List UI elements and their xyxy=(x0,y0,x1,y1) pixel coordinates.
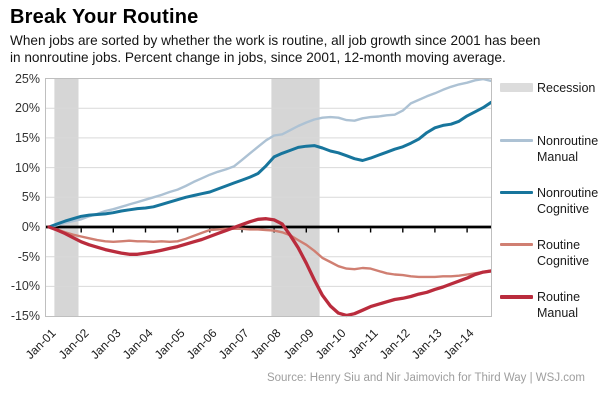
x-tick-label: Jan-14 xyxy=(441,326,478,362)
legend-item-routine-manual: Routine Manual xyxy=(500,289,598,321)
legend-label: Nonroutine Manual xyxy=(537,134,599,164)
legend-label: Recession xyxy=(537,81,596,95)
legend-item-routine-cognitive: Routine Cognitive xyxy=(500,237,598,269)
y-tick-label: 0% xyxy=(21,220,40,234)
y-tick-label: 25% xyxy=(14,71,40,86)
x-tick-label: Jan-02 xyxy=(55,326,92,362)
nonroutine-cognitive-swatch xyxy=(500,191,533,194)
x-tick-label: Jan-12 xyxy=(376,326,413,362)
legend-label: Routine Cognitive xyxy=(537,238,590,268)
recession-swatch xyxy=(500,83,533,92)
x-tick-label: Jan-03 xyxy=(87,326,124,362)
x-tick-label: Jan-06 xyxy=(183,326,220,362)
legend-label: Routine Manual xyxy=(537,290,581,320)
series-line-routine-cognitive xyxy=(47,225,492,279)
y-tick-label: -5% xyxy=(17,249,40,264)
legend-label: Nonroutine Cognitive xyxy=(537,186,599,216)
x-tick-label: Jan-08 xyxy=(248,326,285,362)
routine-cognitive-swatch xyxy=(500,243,533,246)
source-line: Source: Henry Siu and Nir Jaimovich for … xyxy=(266,372,585,384)
nonroutine-manual-swatch xyxy=(500,139,533,142)
x-tick-label: Jan-07 xyxy=(216,326,252,362)
x-tick-label: Jan-09 xyxy=(280,326,317,362)
legend-item-nonroutine-manual: Nonroutine Manual xyxy=(500,133,598,165)
routine-manual-swatch xyxy=(500,295,533,299)
chart-title: Break Your Routine xyxy=(10,6,199,28)
y-tick-label: 10% xyxy=(14,160,40,175)
plot-border xyxy=(45,78,492,317)
x-tick-label: Jan-05 xyxy=(151,326,188,362)
legend-item-nonroutine-cognitive: Nonroutine Cognitive xyxy=(500,185,598,217)
legend-item-recession: Recession xyxy=(500,80,598,96)
series-line-routine-manual xyxy=(47,217,492,318)
y-tick-label: 15% xyxy=(14,130,40,145)
x-tick-label: Jan-10 xyxy=(312,326,349,362)
plot-svg xyxy=(45,78,492,318)
x-tick-label: Jan-01 xyxy=(23,326,59,362)
y-tick-label: -15% xyxy=(10,309,40,324)
y-tick-label: -10% xyxy=(10,279,40,294)
recession-band xyxy=(54,79,79,317)
recession-band xyxy=(271,79,320,317)
gridlines xyxy=(45,107,492,287)
x-tick-label: Jan-11 xyxy=(345,326,381,362)
x-tick-label: Jan-04 xyxy=(119,326,156,362)
y-tick-label: 20% xyxy=(14,101,40,116)
chart-subtitle: When jobs are sorted by whether the work… xyxy=(10,33,541,65)
x-tick-label: Jan-13 xyxy=(408,326,445,362)
series-line-nonroutine-manual xyxy=(47,78,492,229)
y-tick-label: 5% xyxy=(21,190,40,205)
series-line-nonroutine-cognitive xyxy=(47,100,492,229)
